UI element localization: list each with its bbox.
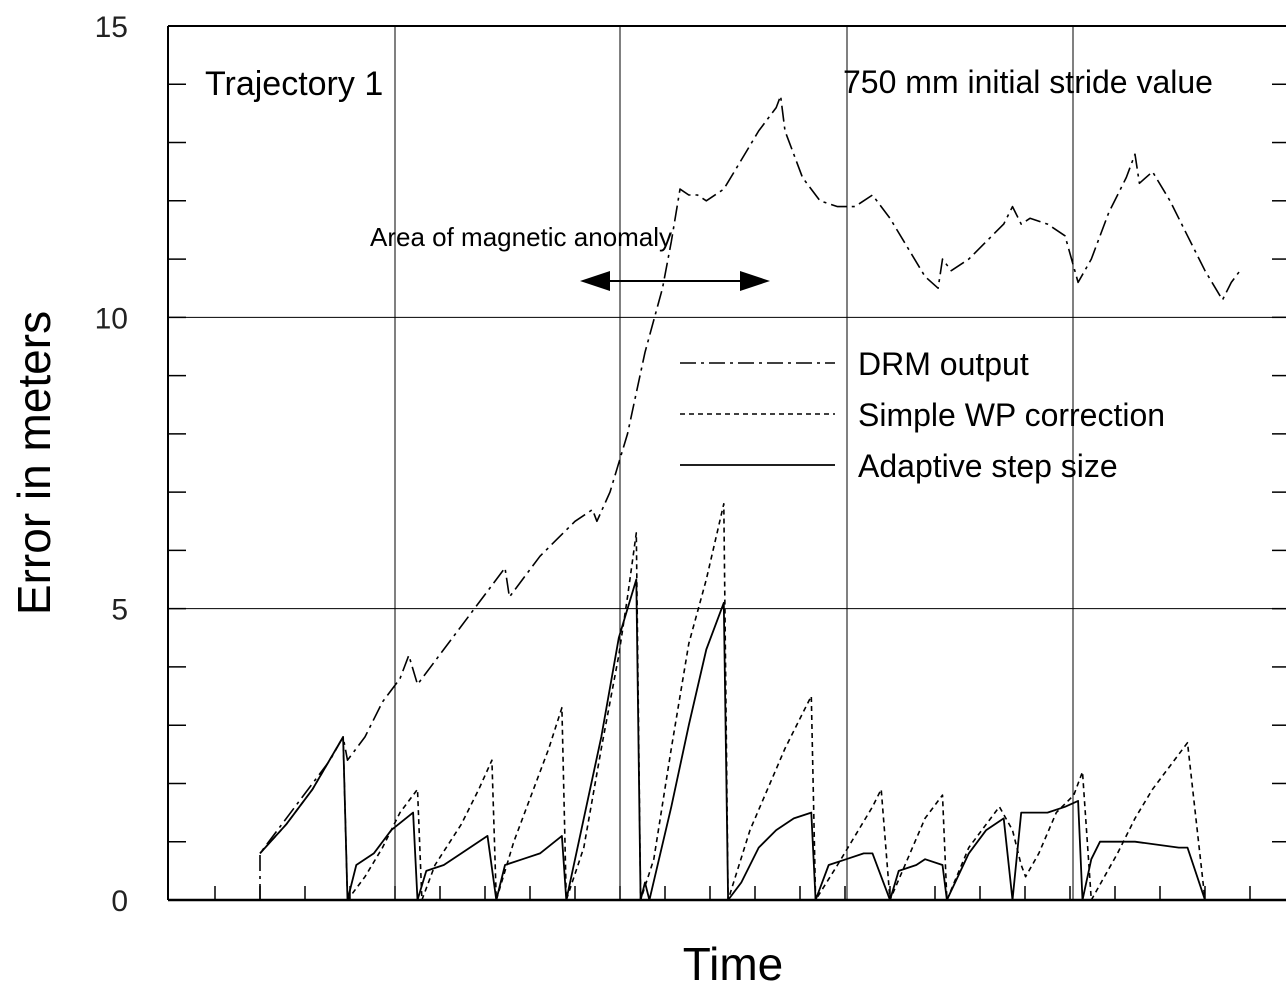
legend-label-adaptive: Adaptive step size: [858, 448, 1118, 484]
series-lines: [259, 95, 1241, 901]
anomaly-double-arrow: [580, 271, 770, 291]
legend-label-simple-wp: Simple WP correction: [858, 397, 1165, 433]
series-line-drm-output: [259, 95, 1241, 900]
y-tick-label: 0: [111, 885, 128, 918]
anomaly-annotation: Area of magnetic anomaly: [370, 222, 672, 252]
arrow-head-right: [740, 271, 770, 291]
y-tick-labels: 0 5 10 15: [95, 11, 128, 918]
y-tick-marks: [168, 25, 1286, 901]
x-axis-title: Time: [683, 938, 784, 989]
legend-label-drm: DRM output: [858, 346, 1029, 382]
arrow-head-left: [580, 271, 610, 291]
series-line-adaptive-step-size: [259, 578, 1206, 901]
y-tick-label: 10: [95, 302, 128, 335]
stride-annotation: 750 mm initial stride value: [843, 64, 1213, 100]
series-line-simple-wp-correction: [259, 503, 1206, 901]
y-tick-label: 5: [111, 594, 128, 627]
grid: [168, 26, 1286, 900]
trajectory-annotation: Trajectory 1: [205, 65, 383, 103]
legend: DRM output Simple WP correction Adaptive…: [680, 346, 1165, 484]
y-tick-label: 15: [95, 11, 128, 44]
y-axis-title: Error in meters: [8, 311, 60, 615]
axes: [167, 25, 1286, 902]
